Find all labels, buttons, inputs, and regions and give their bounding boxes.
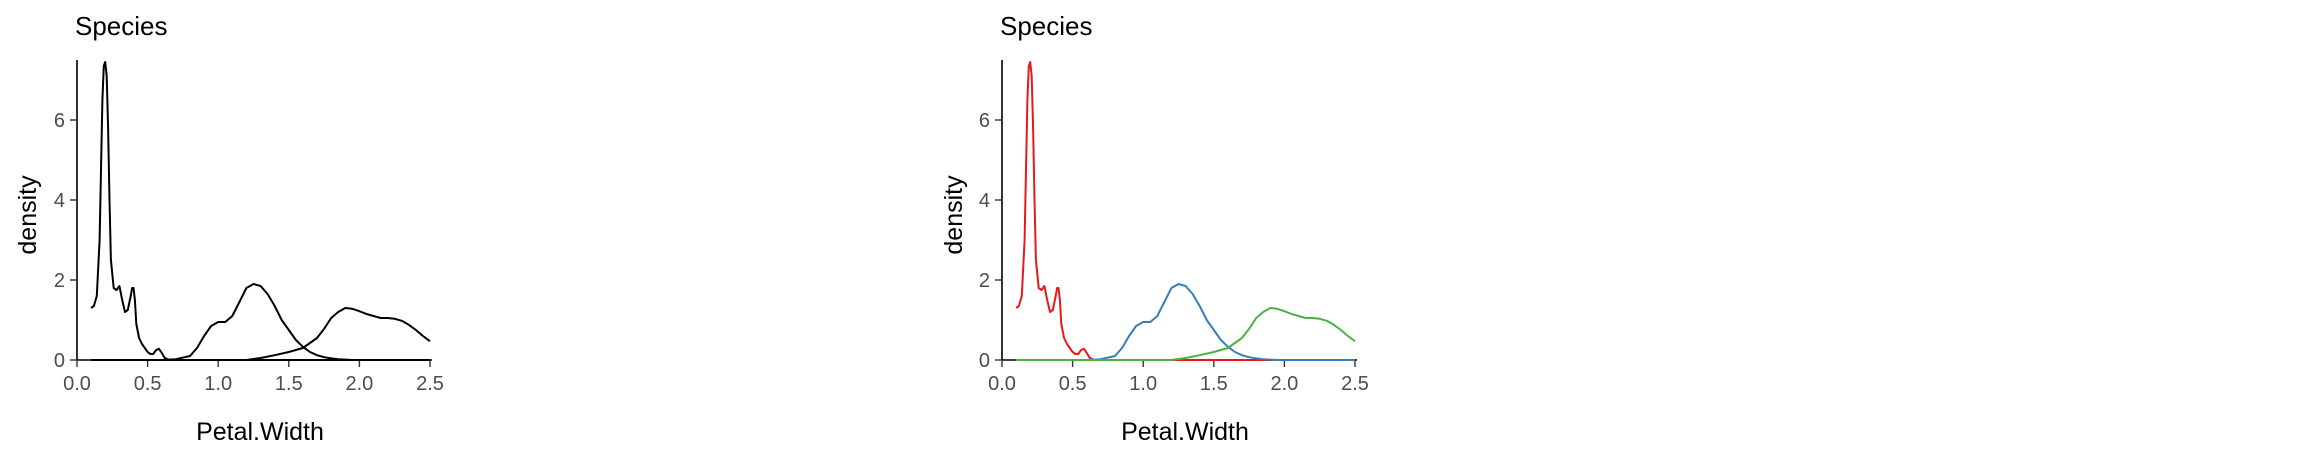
y-axis-title: density <box>940 175 968 255</box>
x-tick-label: 1.5 <box>275 373 303 395</box>
x-tick-label: 2.5 <box>416 373 444 395</box>
x-tick-label: 2.0 <box>1270 373 1298 395</box>
y-tick-label: 2 <box>979 270 990 292</box>
y-tick-label: 6 <box>54 110 65 132</box>
y-tick-label: 4 <box>54 190 65 212</box>
chart-title: Species <box>1000 11 1093 41</box>
x-tick-label: 0.0 <box>63 373 91 395</box>
density-curve-3 <box>1016 307 1356 361</box>
density-panel-colored: Species Petal.Width density 0.0 0.5 1.0 1.5… <box>940 11 1369 446</box>
chart-title: Species <box>75 11 168 41</box>
x-tick-label: 1.0 <box>1129 373 1157 395</box>
x-tick-label: 2.5 <box>1341 373 1369 395</box>
y-tick-label: 6 <box>979 110 990 132</box>
y-tick-label: 0 <box>979 350 990 372</box>
y-axis-ticks: 0 2 4 6 <box>979 110 1002 372</box>
x-axis-ticks: 0.0 0.5 1.0 1.5 2.0 2.5 <box>63 360 444 395</box>
x-tick-label: 1.5 <box>1200 373 1228 395</box>
x-tick-label: 0.5 <box>134 373 162 395</box>
density-curve-3 <box>91 307 431 361</box>
x-tick-label: 0.0 <box>988 373 1016 395</box>
density-curve-1 <box>90 61 430 361</box>
x-axis-title: Petal.Width <box>1121 418 1249 446</box>
x-tick-label: 1.0 <box>204 373 232 395</box>
density-curve-2 <box>91 283 430 361</box>
x-axis-title: Petal.Width <box>196 418 324 446</box>
y-tick-label: 0 <box>54 350 65 372</box>
x-tick-label: 0.5 <box>1059 373 1087 395</box>
density-curves <box>1015 61 1356 361</box>
y-axis-title: density <box>14 175 42 255</box>
density-panel-monochrome: Species Petal.Width density 0.0 0.5 1.0 1.5… <box>14 11 444 446</box>
x-axis-ticks: 0.0 0.5 1.0 1.5 2.0 2.5 <box>988 360 1369 395</box>
density-curves <box>90 61 431 361</box>
y-tick-label: 4 <box>979 190 990 212</box>
y-tick-label: 2 <box>54 270 65 292</box>
x-tick-label: 2.0 <box>345 373 373 395</box>
y-axis-ticks: 0 2 4 6 <box>54 110 77 372</box>
density-curve-2 <box>1016 283 1355 361</box>
density-curve-1 <box>1015 61 1355 361</box>
